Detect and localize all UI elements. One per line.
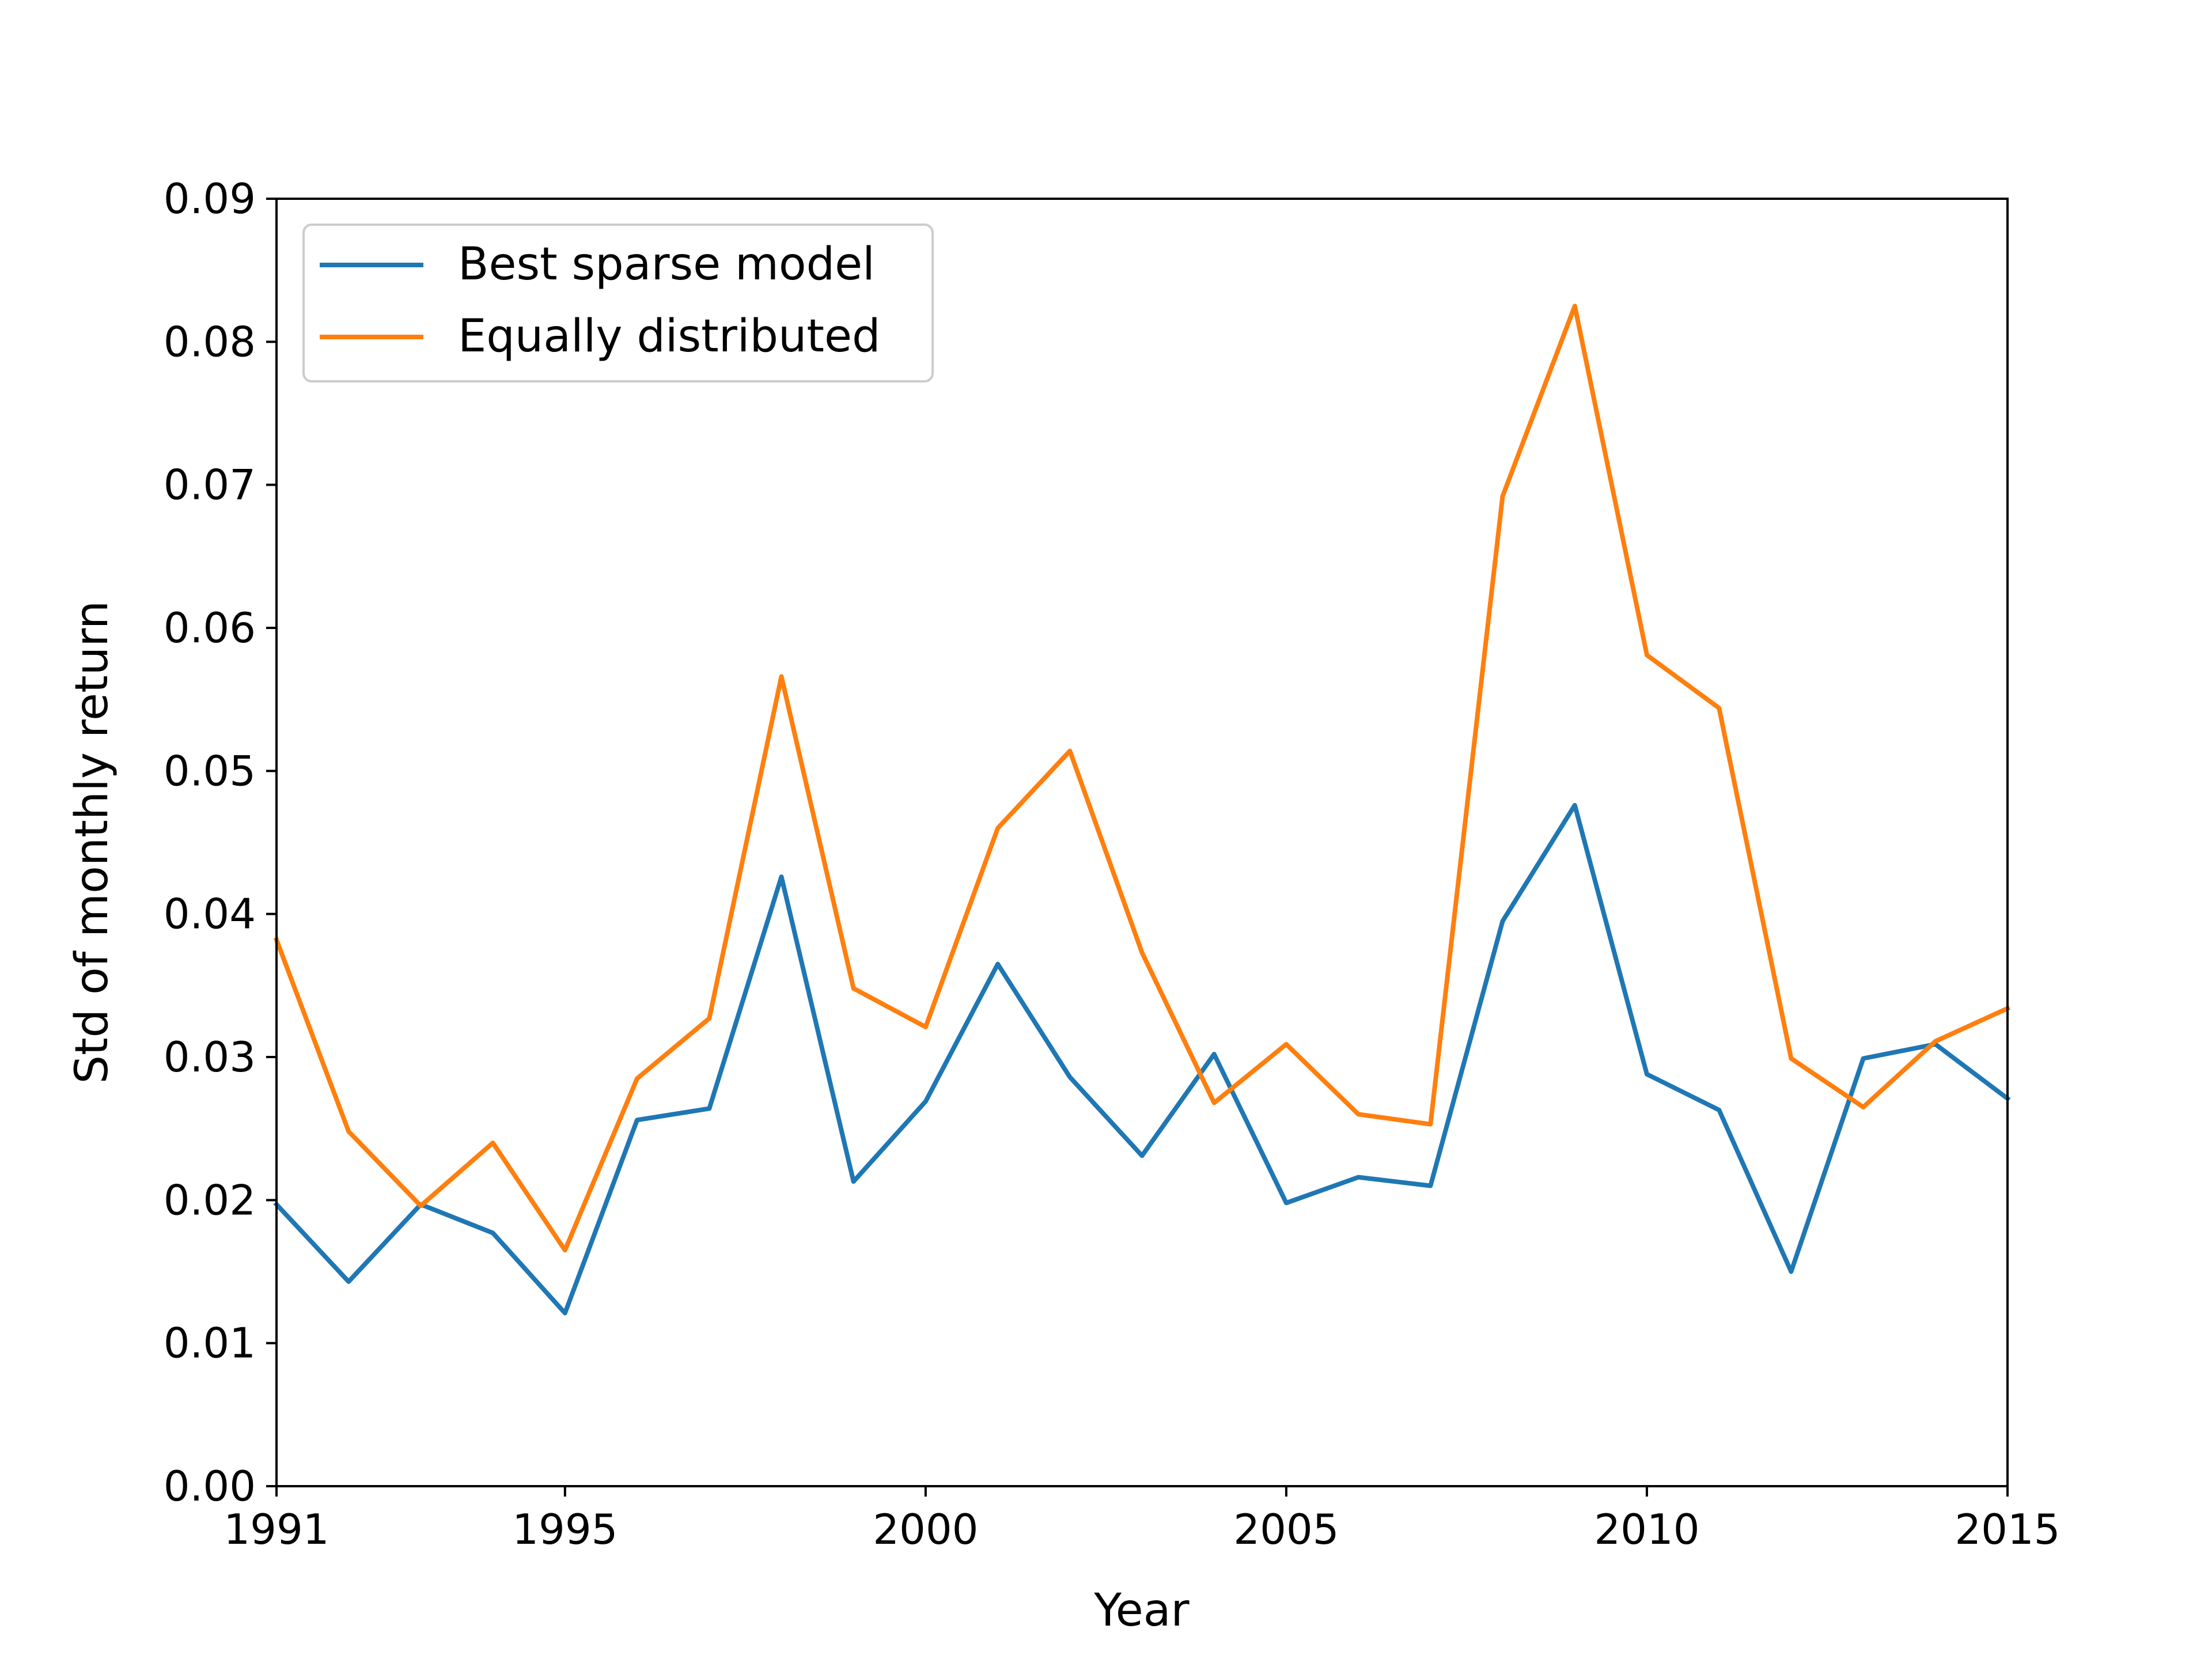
y-axis-label: Std of monthly return bbox=[66, 601, 118, 1084]
y-tick-label: 0.02 bbox=[164, 1176, 256, 1224]
plot-lines bbox=[273, 304, 2011, 1316]
x-axis: 1991 1995 2000 2005 2010 2015 bbox=[224, 1486, 2061, 1554]
y-axis: 0.00 0.01 0.02 0.03 0.04 0.05 0.06 0.07 0.08 0.09 bbox=[164, 175, 276, 1510]
y-tick-label: 0.08 bbox=[164, 317, 256, 366]
legend-label-best-sparse-model: Best sparse model bbox=[458, 238, 875, 290]
y-tick-label: 0.05 bbox=[164, 747, 256, 795]
y-tick-label: 0.01 bbox=[164, 1319, 256, 1368]
legend: Best sparse model Equally distributed bbox=[302, 224, 934, 382]
y-tick-label: 0.00 bbox=[164, 1462, 256, 1510]
y-tick-label: 0.04 bbox=[164, 890, 256, 938]
x-tick-label: 2010 bbox=[1594, 1505, 1699, 1554]
series-line-best-sparse-model bbox=[273, 802, 2011, 1316]
x-axis-label: Year bbox=[1093, 1585, 1190, 1637]
x-tick-label: 1991 bbox=[224, 1505, 329, 1554]
y-tick-label: 0.07 bbox=[164, 461, 256, 509]
y-tick-label: 0.03 bbox=[164, 1033, 256, 1081]
x-tick-label: 2005 bbox=[1233, 1505, 1339, 1554]
y-tick-label: 0.06 bbox=[164, 604, 256, 652]
x-tick-label: 2000 bbox=[873, 1505, 978, 1554]
legend-label-equally-distributed: Equally distributed bbox=[458, 310, 881, 362]
y-tick-label: 0.09 bbox=[164, 175, 256, 223]
x-tick-label: 2015 bbox=[1955, 1505, 2060, 1554]
series-line-equally-distributed bbox=[273, 304, 2011, 1253]
x-tick-label: 1995 bbox=[512, 1505, 618, 1554]
legend-box bbox=[302, 224, 934, 382]
plot-frame bbox=[275, 198, 2009, 1487]
